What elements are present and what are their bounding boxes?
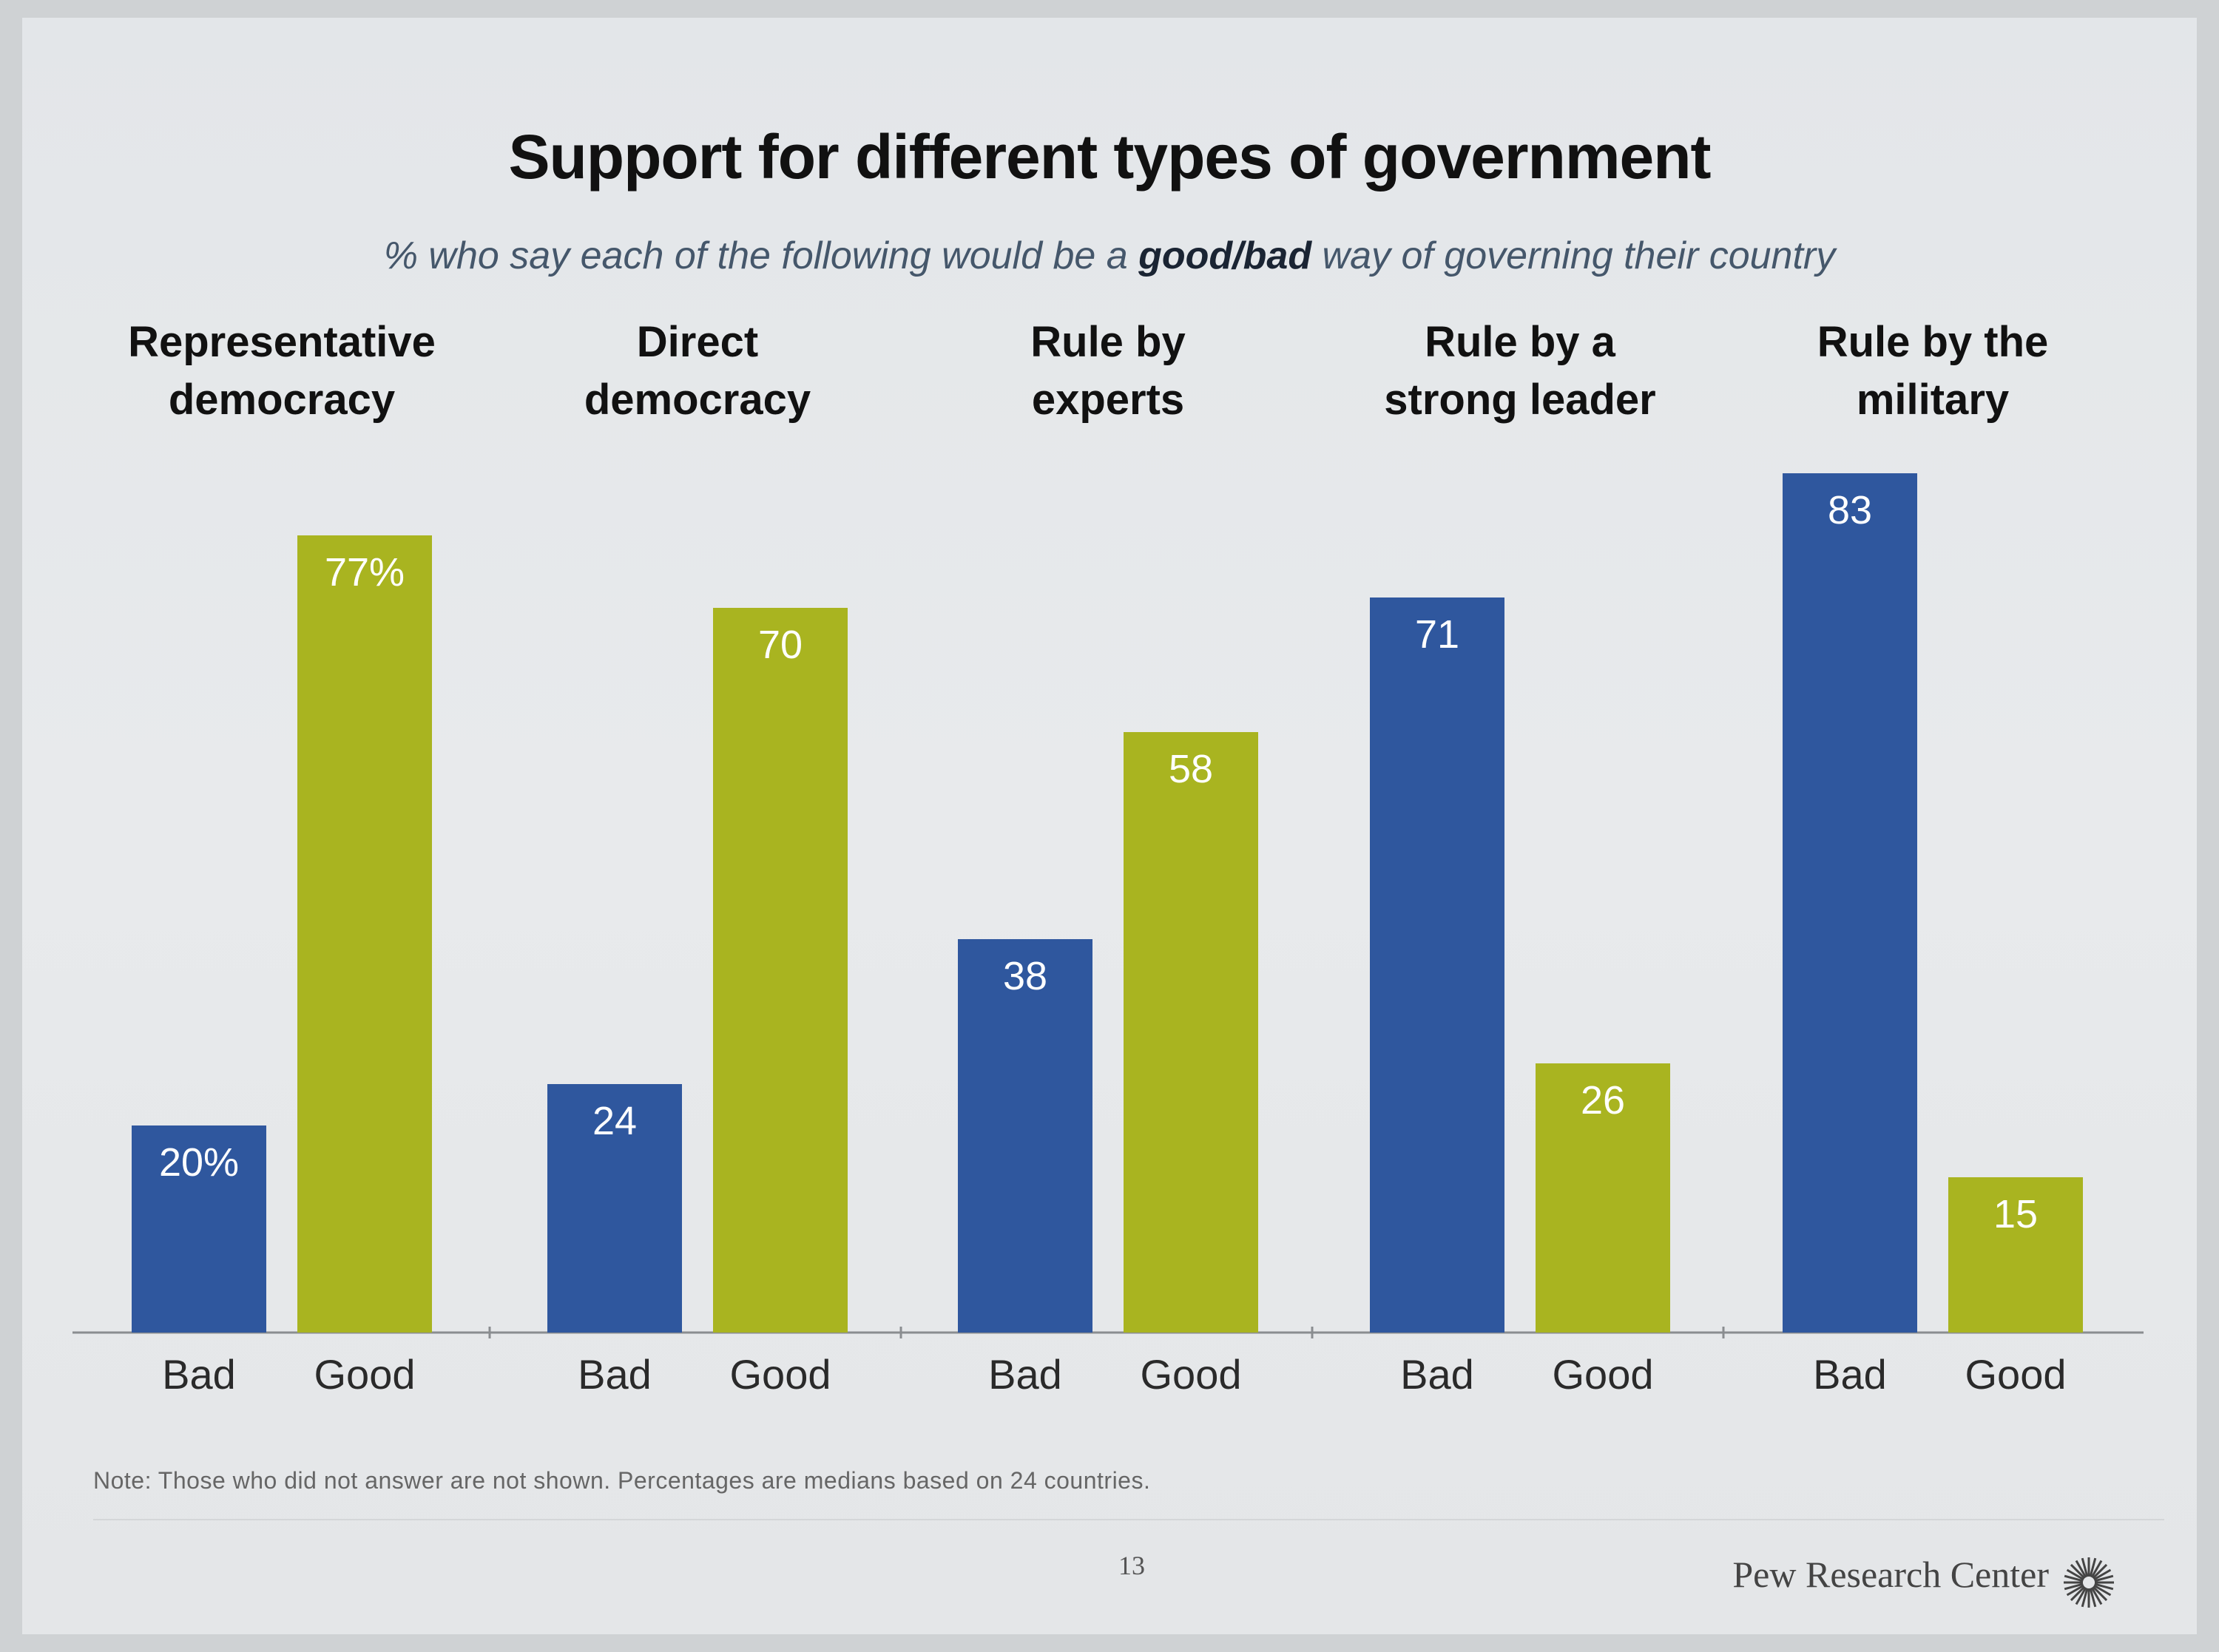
group-label: Rule by <box>1030 318 1186 366</box>
sunburst-ray <box>2070 1563 2086 1580</box>
group-label: strong leader <box>1384 376 1655 424</box>
bar-good <box>1948 1177 2083 1333</box>
category-label: Good <box>1965 1351 2067 1398</box>
group-label: Rule by a <box>1425 318 1616 366</box>
bar-value-label: 24 <box>592 1099 637 1143</box>
subtitle-emphasis: good/bad <box>1138 234 1312 277</box>
sunburst-ray <box>2094 1582 2114 1591</box>
sunburst-ray <box>2093 1584 2112 1597</box>
subtitle-after: way of governing their country <box>1311 234 1836 277</box>
sunburst-ray <box>2089 1557 2097 1577</box>
sunburst-ray <box>2075 1560 2087 1578</box>
sunburst-ray <box>2081 1557 2089 1577</box>
bar-bad <box>1783 473 1917 1333</box>
group-label: democracy <box>169 376 395 424</box>
category-label: Good <box>1553 1351 1654 1398</box>
footer-divider <box>93 1519 2164 1520</box>
bar-value-label: 77% <box>325 550 405 595</box>
sunburst-ray <box>2070 1585 2086 1602</box>
sunburst-icon <box>2064 1557 2114 1608</box>
bar-bad <box>1370 598 1504 1333</box>
group-label: democracy <box>584 376 811 424</box>
bar-value-label: 83 <box>1828 488 1872 532</box>
category-label: Bad <box>1813 1351 1887 1398</box>
chart-subtitle: % who say each of the following would be… <box>0 234 2219 278</box>
sunburst-ray <box>2075 1587 2087 1605</box>
brand-name: Pew Research Center <box>1732 1554 2049 1595</box>
group-label: military <box>1857 376 2009 424</box>
sunburst-ray <box>2066 1584 2084 1597</box>
bar-value-label: 15 <box>1993 1192 2038 1236</box>
category-label: Bad <box>162 1351 236 1398</box>
group-label: Rule by the <box>1817 318 2049 366</box>
sunburst-ray <box>2081 1588 2089 1608</box>
group-label: Direct <box>637 318 758 366</box>
sunburst-ray <box>2090 1587 2103 1605</box>
group-label: Representative <box>128 318 436 366</box>
bar-bad <box>958 939 1092 1333</box>
bar-good <box>1124 732 1258 1333</box>
bar-good <box>713 608 848 1333</box>
sunburst-ray <box>2093 1568 2112 1581</box>
sunburst-ray <box>2064 1574 2084 1582</box>
subtitle-before: % who say each of the following would be… <box>383 234 1139 277</box>
bar-good <box>297 535 432 1333</box>
category-label: Bad <box>1400 1351 1474 1398</box>
sunburst-ray <box>2066 1568 2084 1581</box>
category-label: Good <box>730 1351 831 1398</box>
sunburst-ray <box>2092 1563 2108 1580</box>
bar-value-label: 26 <box>1581 1078 1625 1123</box>
sunburst-ray <box>2064 1582 2084 1591</box>
sunburst-ray <box>2092 1585 2108 1602</box>
bar-value-label: 20% <box>159 1140 239 1185</box>
bar-good <box>1536 1063 1670 1333</box>
chart-note: Note: Those who did not answer are not s… <box>93 1467 1151 1494</box>
page-number: 13 <box>1118 1551 1145 1580</box>
category-label: Bad <box>988 1351 1062 1398</box>
bar-value-label: 58 <box>1169 747 1213 791</box>
sunburst-ray <box>2089 1588 2097 1608</box>
category-label: Good <box>1141 1351 1242 1398</box>
bar-value-label: 38 <box>1003 954 1047 998</box>
bar-bad <box>547 1084 682 1333</box>
bar-bad <box>132 1125 266 1333</box>
category-label: Bad <box>578 1351 652 1398</box>
bar-value-label: 71 <box>1415 612 1459 657</box>
bar-value-label: 70 <box>758 623 803 667</box>
category-label: Good <box>314 1351 416 1398</box>
sunburst-ray <box>2090 1560 2103 1578</box>
sunburst-ray <box>2094 1574 2114 1582</box>
chart-title: Support for different types of governmen… <box>508 122 1711 192</box>
group-label: experts <box>1032 376 1184 424</box>
